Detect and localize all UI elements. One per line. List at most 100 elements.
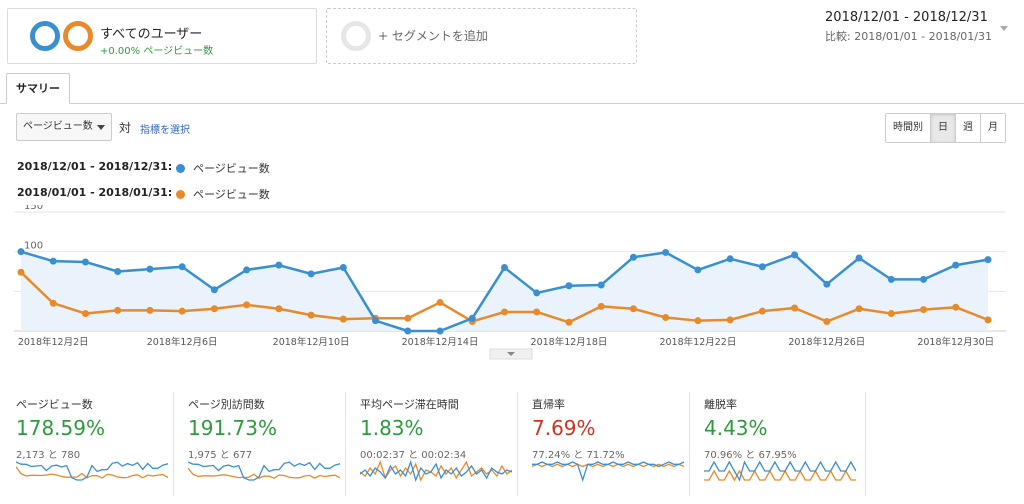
data-point-current	[597, 281, 605, 289]
data-point-compare	[275, 305, 283, 313]
sparkline-current	[16, 461, 168, 481]
data-point-compare	[81, 310, 89, 318]
kpi-pageviews[interactable]: ページビュー数 178.59% 2,173 と 780	[16, 392, 174, 496]
data-point-compare	[920, 306, 928, 314]
data-point-current	[49, 257, 57, 265]
legend-name-current: ページビュー数	[193, 162, 270, 175]
data-point-current	[823, 280, 831, 288]
data-point-current	[791, 251, 799, 259]
kpi-label: 離脱率	[704, 398, 737, 411]
sparkline-current	[532, 461, 684, 482]
metric-select[interactable]: ページビュー数	[16, 113, 112, 141]
segment-all-users[interactable]: すべてのユーザー +0.00% ページビュー数	[7, 8, 317, 64]
data-point-current	[855, 254, 863, 262]
data-point-current	[339, 264, 347, 272]
data-point-current	[146, 265, 154, 273]
data-point-current	[243, 266, 251, 274]
kpi-bounce-rate[interactable]: 直帰率 7.69% 77.24% と 71.72%	[532, 392, 690, 496]
data-point-compare	[210, 305, 218, 313]
data-point-current	[501, 264, 508, 272]
legend-dot-compare	[176, 190, 185, 199]
sparkline-compare	[704, 469, 856, 482]
data-point-compare	[952, 303, 960, 311]
data-point-current	[629, 253, 637, 261]
y-tick-label: 100	[24, 241, 43, 252]
data-point-compare	[984, 316, 992, 324]
x-tick-label: 2018年12月30日	[917, 336, 994, 348]
sparkline-current	[704, 460, 856, 482]
data-point-current	[920, 275, 928, 283]
data-point-compare	[114, 306, 122, 314]
data-point-current	[694, 266, 702, 274]
data-point-current	[404, 327, 412, 335]
data-point-compare	[17, 268, 25, 276]
caret-down-icon	[97, 125, 105, 130]
kpi-sparkline	[188, 461, 340, 481]
data-point-compare	[178, 307, 186, 315]
data-point-current	[210, 286, 218, 294]
kpi-unique-pageviews[interactable]: ページ別訪問数 191.73% 1,975 と 677	[188, 392, 346, 496]
x-tick-label: 2018年12月22日	[659, 336, 736, 348]
data-point-compare	[694, 317, 702, 325]
data-point-current	[984, 256, 992, 264]
data-point-current	[887, 275, 895, 283]
x-tick-label: 2018年12月14日	[402, 336, 479, 348]
legend-dot-current	[176, 164, 185, 173]
data-point-current	[726, 255, 734, 263]
legend-range-compare: 2018/01/01 - 2018/01/31:	[17, 186, 173, 199]
pick-metric-link[interactable]: 指標を選択	[140, 125, 190, 136]
data-point-current	[178, 263, 186, 271]
y-tick-label: 150	[24, 205, 43, 212]
segment-ring-icon	[30, 21, 60, 51]
x-tick-label: 2018年12月2日	[18, 336, 89, 348]
granularity-day-button[interactable]: 日	[931, 114, 956, 142]
sparkline-compare	[16, 466, 168, 479]
data-point-current	[952, 261, 960, 269]
sparkline-current	[188, 461, 340, 481]
kpi-label: 直帰率	[532, 398, 565, 411]
data-point-compare	[501, 308, 508, 316]
date-range-compare: 比較: 2018/01/01 - 2018/01/31	[825, 30, 992, 43]
add-segment-label: + セグメントを追加	[378, 29, 488, 43]
date-range-main: 2018/12/01 - 2018/12/31	[825, 10, 988, 25]
chevron-down-icon	[507, 352, 515, 356]
data-point-current	[436, 327, 444, 335]
pageviews-line-chart: 150100502018年12月2日2018年12月6日2018年12月10日2…	[14, 205, 1006, 360]
data-point-current	[565, 282, 573, 290]
kpi-value: 178.59%	[16, 416, 105, 440]
kpi-avg-time-on-page[interactable]: 平均ページ滞在時間 1.83% 00:02:37 と 00:02:34	[360, 392, 518, 496]
sparkline-compare	[188, 467, 340, 479]
data-point-current	[662, 248, 670, 256]
data-point-current	[468, 314, 476, 322]
data-point-compare	[791, 304, 799, 312]
kpi-sub: 1,975 と 677	[188, 450, 253, 461]
kpi-exit-rate[interactable]: 離脱率 4.43% 70.96% と 67.95%	[704, 392, 866, 496]
tab-summary[interactable]: サマリー	[6, 73, 70, 104]
granularity-toggle: 時間別 日 週 月	[885, 113, 1006, 143]
x-tick-label: 2018年12月10日	[273, 336, 350, 348]
date-range-picker[interactable]: 2018/12/01 - 2018/12/31 比較: 2018/01/01 -…	[825, 10, 992, 44]
data-point-compare	[565, 318, 573, 326]
kpi-label: 平均ページ滞在時間	[360, 398, 459, 411]
data-point-compare	[146, 306, 154, 314]
data-point-current	[17, 248, 25, 256]
data-point-current	[114, 268, 122, 275]
chevron-down-icon[interactable]	[1000, 26, 1008, 31]
area-fill-current	[21, 251, 988, 331]
kpi-sub: 2,173 と 780	[16, 450, 81, 461]
data-point-compare	[339, 315, 347, 323]
data-point-current	[533, 289, 541, 297]
granularity-hourly-button[interactable]: 時間別	[886, 114, 931, 142]
add-segment-button[interactable]: + セグメントを追加	[326, 8, 637, 64]
kpi-label: ページ別訪問数	[188, 398, 265, 411]
kpi-sparkline	[16, 461, 168, 481]
data-point-compare	[533, 308, 541, 316]
data-point-compare	[758, 307, 766, 315]
data-point-compare	[887, 310, 895, 318]
granularity-month-button[interactable]: 月	[981, 114, 1005, 142]
data-point-compare	[597, 302, 605, 310]
granularity-week-button[interactable]: 週	[956, 114, 981, 142]
sparkline-current	[360, 460, 512, 482]
legend-name-compare: ページビュー数	[193, 188, 270, 201]
x-tick-label: 2018年12月18日	[531, 336, 608, 348]
